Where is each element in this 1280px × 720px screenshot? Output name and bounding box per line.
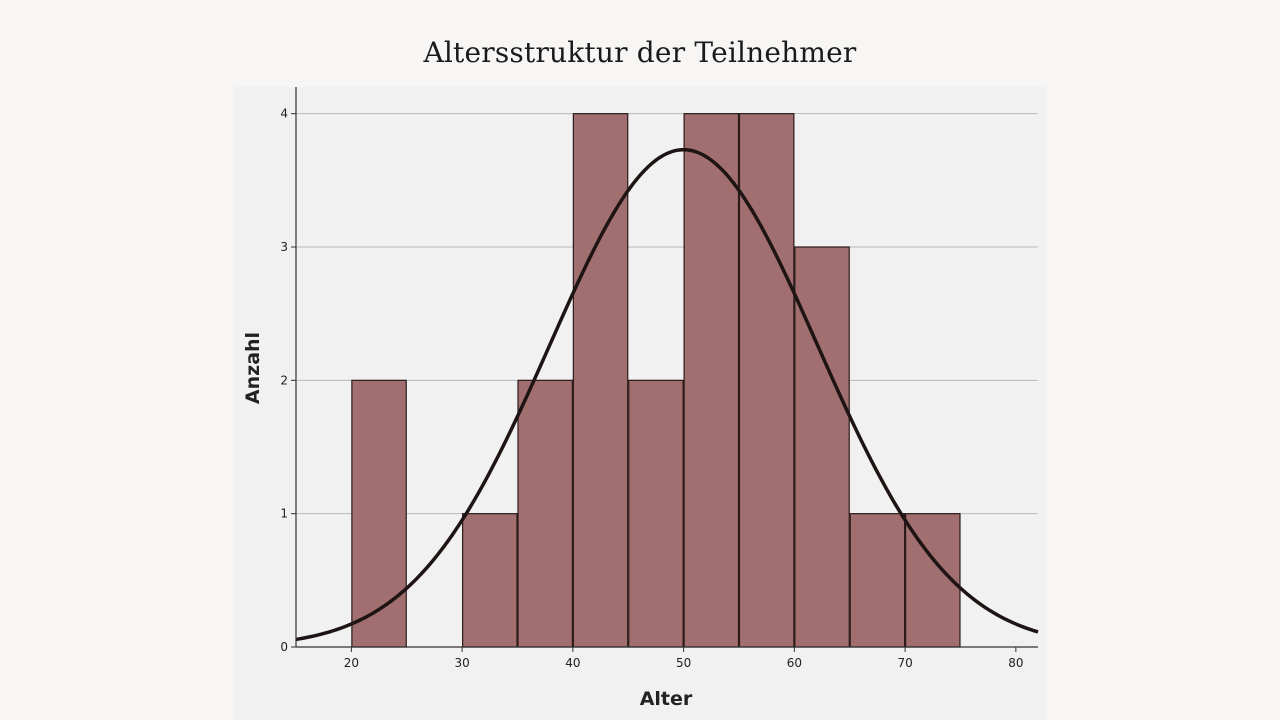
bar-60-65 bbox=[794, 246, 850, 648]
chart-area: 0 1 2 3 4 20 30 40 50 60 70 80 Alter Anzahl bbox=[233, 87, 1047, 720]
x-tick-label-60: 60 bbox=[787, 656, 802, 670]
bar-20-25 bbox=[351, 379, 407, 648]
bar-35-40 bbox=[517, 379, 573, 648]
x-tick-label-30: 30 bbox=[454, 656, 469, 670]
bar-50-55 bbox=[683, 113, 740, 648]
y-tick-label-0: 0 bbox=[280, 640, 288, 654]
chart-title: Altersstruktur der Teilnehmer bbox=[423, 36, 857, 69]
x-tick-label-80: 80 bbox=[1008, 656, 1023, 670]
bar-55-60 bbox=[738, 113, 795, 648]
y-axis-label: Anzahl bbox=[242, 332, 264, 404]
bar-40-45 bbox=[572, 113, 629, 648]
y-tick-label-1: 1 bbox=[280, 507, 288, 521]
x-tick-label-50: 50 bbox=[676, 656, 691, 670]
y-tick-label-2: 2 bbox=[280, 373, 288, 387]
y-tick-label-3: 3 bbox=[280, 240, 288, 254]
x-tick-label-40: 40 bbox=[565, 656, 580, 670]
x-axis-label: Alter bbox=[640, 688, 693, 710]
histogram-chart: 0 1 2 3 4 20 30 40 50 60 70 80 Alter Anzahl bbox=[242, 87, 1039, 710]
x-tick-label-20: 20 bbox=[344, 656, 359, 670]
bar-65-70 bbox=[849, 513, 906, 648]
normal-curve bbox=[295, 147, 1039, 642]
bar-30-35 bbox=[462, 513, 518, 648]
bar-45-50 bbox=[628, 379, 684, 648]
y-tick-label-4: 4 bbox=[280, 107, 288, 121]
x-tick-label-70: 70 bbox=[897, 656, 912, 670]
